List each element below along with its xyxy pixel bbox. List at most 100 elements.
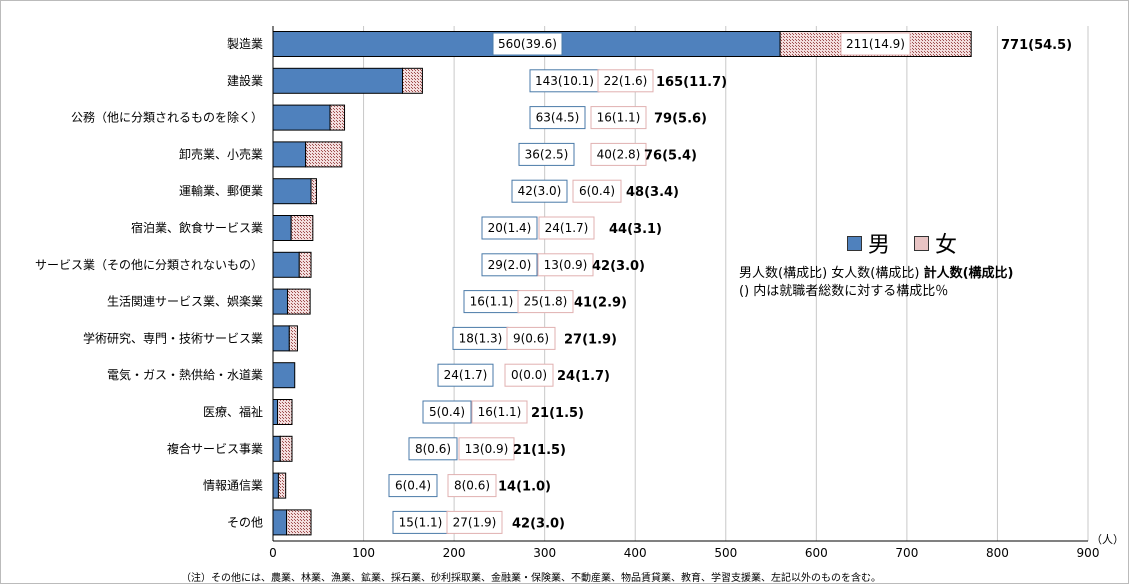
x-tick-label: 800 [986,546,1009,560]
male-data-label: 36(2.5) [525,147,569,161]
bar-female [310,178,317,205]
female-label-box [446,510,503,534]
female-data-label: 8(0.6) [454,479,490,493]
legend-note-normal: 男人数(構成比) 女人数(構成比) [739,266,924,281]
x-tick-label: 0 [269,546,277,560]
male-label-box [437,363,494,387]
total-data-label: 76(5.4) [644,148,697,163]
legend-female-label: 女 [935,233,958,258]
male-label-box [422,400,472,424]
total-data-label: 21(1.5) [531,406,584,421]
male-data-label: 143(10.1) [535,74,594,88]
male-label-box [511,179,568,203]
bar-male [272,288,288,315]
bar-male [272,104,331,131]
category-label: 建設業 [227,73,263,88]
bar-male [272,399,279,425]
category-label: 情報通信業 [203,479,263,493]
x-tick-label: 200 [443,546,466,560]
legend-male-swatch [847,235,862,251]
bar-female [288,325,298,352]
total-data-label: 21(1.5) [513,443,566,458]
female-label-box [506,326,556,350]
male-data-label: 6(0.4) [395,479,431,493]
category-label: その他 [227,515,263,529]
female-data-label: 24(1.7) [545,221,589,235]
category-label: 生活関連サービス業、娯楽業 [107,295,263,309]
male-label-box [492,32,563,56]
male-data-label: 5(0.4) [429,405,465,419]
female-data-label: 27(1.9) [453,515,497,529]
male-data-label: 63(4.5) [536,111,580,125]
bar-male [272,67,403,94]
bar-male [272,215,292,241]
male-data-label: 15(1.1) [399,515,443,529]
female-label-box [572,179,622,203]
bar-male [272,472,279,499]
female-label-box [597,69,654,93]
bar-male [272,362,296,389]
bar-female [305,141,343,168]
total-data-label: 79(5.6) [654,112,707,127]
bar-male [272,325,290,352]
x-tick-label: 100 [352,546,375,560]
bar-female [290,215,314,241]
legend-note: 男人数(構成比) 女人数(構成比) 計人数(構成比) () 内は就職者総数に対す… [739,265,1013,301]
bar-male [272,251,300,278]
female-data-label: 16(1.1) [597,111,641,125]
bar-female [286,288,311,315]
male-label-box [408,437,458,461]
category-label: サービス業（その他に分類されないもの） [35,258,263,272]
male-data-label: 560(39.6) [498,37,557,51]
category-label: 宿泊業、飲食サービス業 [131,220,263,235]
bar-female [329,104,346,131]
x-tick-label: 500 [714,546,737,560]
bar-male [272,178,312,205]
female-label-box [447,474,497,498]
category-label: 学術研究、専門・技術サービス業 [83,330,263,345]
female-label-box [458,437,515,461]
bar-female [279,435,293,462]
female-data-label: 13(0.9) [544,258,588,272]
female-label-box [537,253,594,277]
legend-note-bold: 計人数(構成比) [923,266,1014,281]
legend-female-swatch [914,235,930,251]
total-data-label: 27(1.9) [564,332,617,347]
total-data-label: 771(54.5) [1001,38,1072,53]
total-data-label: 24(1.7) [557,369,610,384]
total-data-label: 14(1.0) [498,480,551,495]
category-label: 公務（他に分類されるものを除く） [71,110,263,125]
female-data-label: 6(0.4) [579,184,615,198]
female-label-box [840,32,911,56]
bar-female [286,509,312,536]
category-label: 運輸業、郵便業 [179,183,263,198]
bar-male [272,509,288,536]
female-data-label: 211(14.9) [846,37,905,51]
female-data-label: 9(0.6) [513,331,549,345]
male-data-label: 29(2.0) [488,258,532,272]
total-data-label: 42(3.0) [512,516,565,531]
category-label: 卸売業、小売業 [179,146,263,161]
bar-female [401,67,423,94]
female-label-box [590,106,647,130]
x-tick-label: 700 [895,546,918,560]
x-axis-unit: （人） [1091,533,1124,546]
female-label-box [538,216,595,240]
bar-male [272,435,281,462]
male-data-label: 18(1.3) [459,331,503,345]
male-data-label: 42(3.0) [518,184,562,198]
x-tick-label: 600 [805,546,828,560]
legend-note-line2: () 内は就職者総数に対する構成比％ [739,284,949,299]
total-data-label: 165(11.7) [656,75,727,90]
bar-male [272,141,307,168]
female-data-label: 25(1.8) [524,295,568,309]
footnote: （注）その他には、農業、林業、漁業、鉱業、採石業、砂利採取業、金融業・保険業、不… [181,573,881,584]
total-data-label: 41(2.9) [574,296,627,311]
female-label-box [517,290,574,314]
total-data-label: 42(3.0) [592,259,645,274]
x-tick-label: 300 [533,546,556,560]
female-data-label: 22(1.6) [604,74,648,88]
male-data-label: 24(1.7) [444,368,488,382]
